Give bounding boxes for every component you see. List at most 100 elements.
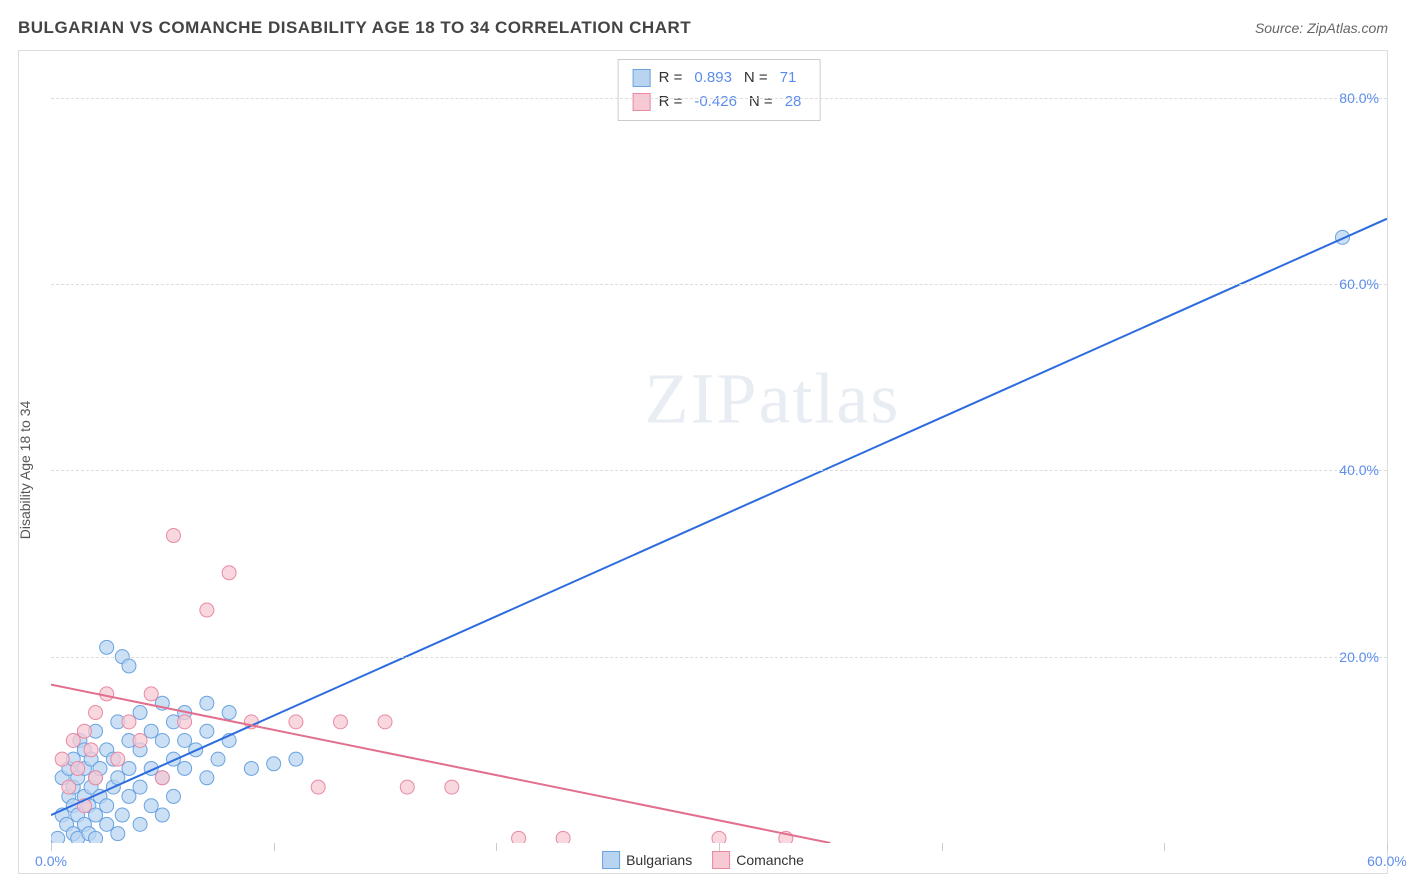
swatch-comanche [712, 851, 730, 869]
chart-title: BULGARIAN VS COMANCHE DISABILITY AGE 18 … [18, 18, 691, 38]
data-point [289, 715, 303, 729]
data-point [155, 734, 169, 748]
series-legend: Bulgarians Comanche [602, 851, 804, 869]
data-point [222, 566, 236, 580]
n-label: N = [744, 66, 768, 90]
data-point [166, 789, 180, 803]
data-point [378, 715, 392, 729]
scatter-plot-svg [51, 51, 1387, 843]
y-axis-label: Disability Age 18 to 34 [17, 401, 33, 540]
n-value-bulgarians: 71 [780, 66, 797, 90]
data-point [267, 757, 281, 771]
data-point [55, 752, 69, 766]
data-point [200, 771, 214, 785]
data-point [77, 724, 91, 738]
n-value-comanche: 28 [785, 90, 802, 114]
data-point [89, 831, 103, 843]
swatch-bulgarians [602, 851, 620, 869]
data-point [333, 715, 347, 729]
data-point [222, 706, 236, 720]
data-point [51, 831, 65, 843]
data-point [100, 817, 114, 831]
data-point [178, 761, 192, 775]
y-tick-label: 80.0% [1339, 90, 1379, 106]
plot-area: ZIPatlas R = 0.893 N = 71 R = -0.426 N =… [51, 51, 1387, 843]
data-point [178, 734, 192, 748]
n-label: N = [749, 90, 773, 114]
data-point [89, 808, 103, 822]
data-point [155, 808, 169, 822]
x-tick-label: 60.0% [1367, 853, 1406, 869]
data-point [144, 724, 158, 738]
data-point [122, 761, 136, 775]
data-point [144, 687, 158, 701]
data-point [100, 640, 114, 654]
data-point [66, 734, 80, 748]
data-point [89, 706, 103, 720]
data-point [244, 761, 258, 775]
data-point [111, 827, 125, 841]
data-point [200, 696, 214, 710]
x-tick [496, 843, 497, 851]
r-label: R = [659, 90, 683, 114]
data-point [84, 743, 98, 757]
data-point [178, 715, 192, 729]
data-point [111, 752, 125, 766]
data-point [512, 831, 526, 843]
legend-item-bulgarians: Bulgarians [602, 851, 692, 869]
data-point [122, 715, 136, 729]
data-point [445, 780, 459, 794]
data-point [556, 831, 570, 843]
data-point [100, 799, 114, 813]
source-attribution: Source: ZipAtlas.com [1255, 20, 1388, 36]
data-point [712, 831, 726, 843]
data-point [211, 752, 225, 766]
data-point [166, 529, 180, 543]
data-point [144, 799, 158, 813]
x-tick [719, 843, 720, 851]
source-prefix: Source: [1255, 20, 1307, 36]
x-tick [274, 843, 275, 851]
r-value-comanche: -0.426 [694, 90, 737, 114]
y-tick-label: 60.0% [1339, 276, 1379, 292]
data-point [200, 724, 214, 738]
data-point [400, 780, 414, 794]
chart-container: Disability Age 18 to 34 ZIPatlas R = 0.8… [18, 50, 1388, 874]
legend-row-comanche: R = -0.426 N = 28 [633, 90, 806, 114]
data-point [122, 659, 136, 673]
r-label: R = [659, 66, 683, 90]
x-tick-label: 0.0% [35, 853, 67, 869]
gridline-h [51, 284, 1387, 285]
swatch-comanche [633, 93, 651, 111]
data-point [71, 761, 85, 775]
legend-label-bulgarians: Bulgarians [626, 852, 692, 868]
data-point [133, 817, 147, 831]
header: BULGARIAN VS COMANCHE DISABILITY AGE 18 … [18, 18, 1388, 38]
data-point [122, 789, 136, 803]
gridline-h [51, 98, 1387, 99]
legend-row-bulgarians: R = 0.893 N = 71 [633, 66, 806, 90]
x-tick [51, 843, 52, 851]
y-tick-label: 20.0% [1339, 649, 1379, 665]
data-point [289, 752, 303, 766]
r-value-bulgarians: 0.893 [694, 66, 732, 90]
legend-item-comanche: Comanche [712, 851, 804, 869]
x-tick [942, 843, 943, 851]
correlation-legend: R = 0.893 N = 71 R = -0.426 N = 28 [618, 59, 821, 121]
gridline-h [51, 470, 1387, 471]
data-point [311, 780, 325, 794]
data-point [89, 771, 103, 785]
y-tick-label: 40.0% [1339, 462, 1379, 478]
data-point [155, 771, 169, 785]
gridline-h [51, 657, 1387, 658]
data-point [133, 734, 147, 748]
x-tick [1164, 843, 1165, 851]
data-point [115, 808, 129, 822]
data-point [62, 780, 76, 794]
swatch-bulgarians [633, 69, 651, 87]
legend-label-comanche: Comanche [736, 852, 804, 868]
source-name: ZipAtlas.com [1307, 20, 1388, 36]
data-point [133, 706, 147, 720]
data-point [200, 603, 214, 617]
x-tick [1387, 843, 1388, 851]
